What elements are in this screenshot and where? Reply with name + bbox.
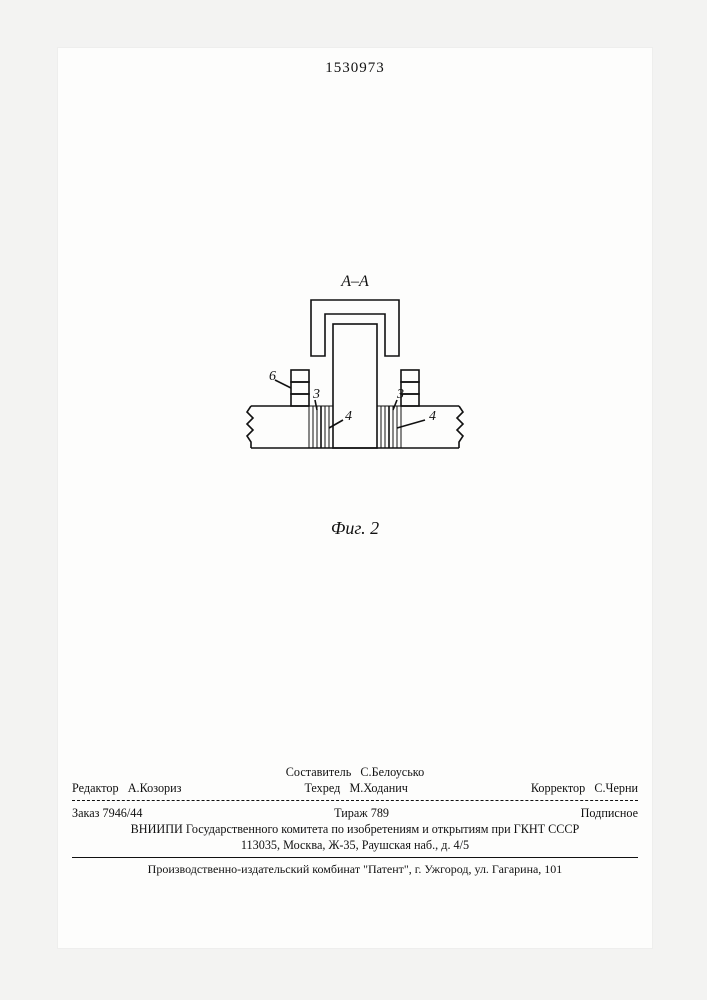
divider-solid [72, 857, 638, 858]
imprint-block: Составитель С.Белоусько Редактор А.Козор… [72, 764, 638, 878]
compiler-name: С.Белоусько [360, 765, 424, 779]
callout-6: 6 [269, 369, 276, 384]
circulation: Тираж 789 [334, 805, 389, 821]
tech-label: Техред [304, 781, 340, 795]
tech-name: М.Ходанич [349, 781, 407, 795]
printer-address: Производственно-издательский комбинат "П… [72, 862, 638, 878]
diagram-svg: А–А [225, 268, 485, 508]
corrector-name: С.Черни [594, 781, 638, 795]
document-number: 1530973 [58, 60, 652, 77]
editor-name: А.Козориз [128, 781, 182, 795]
figure-caption: Фиг. 2 [58, 518, 652, 539]
divider-dash [72, 800, 638, 801]
callout-4-left: 4 [345, 409, 352, 424]
callout-4-right: 4 [429, 409, 436, 424]
callout-3-left: 3 [312, 387, 320, 402]
callouts: 6 3 4 3 4 [269, 369, 436, 424]
corrector-label: Корректор [531, 781, 585, 795]
figure-2: А–А [58, 268, 652, 508]
section-label: А–А [340, 273, 369, 290]
publisher-line-2: 113035, Москва, Ж-35, Раушская наб., д. … [72, 837, 638, 853]
page: 1530973 А–А [58, 48, 652, 948]
callout-3-right: 3 [396, 387, 404, 402]
editor-label: Редактор [72, 781, 119, 795]
publisher-line-1: ВНИИПИ Государственного комитета по изоб… [72, 821, 638, 837]
subscription: Подписное [581, 805, 638, 821]
order-number: Заказ 7946/44 [72, 805, 142, 821]
compiler-label: Составитель [286, 765, 351, 779]
